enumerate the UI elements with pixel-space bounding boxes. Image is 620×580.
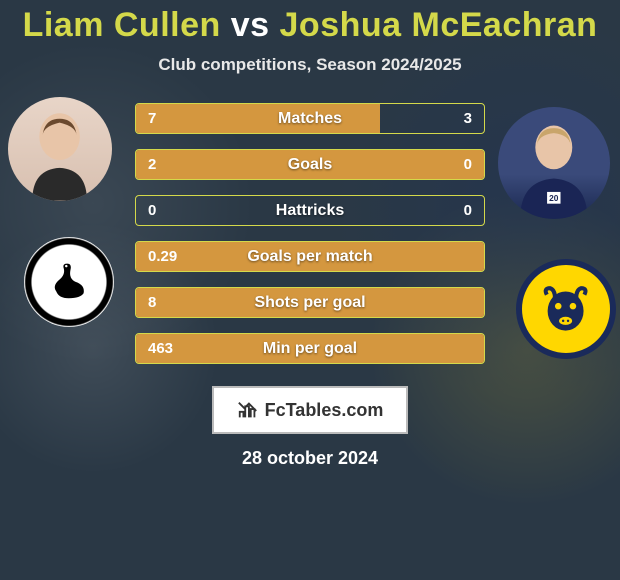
stat-right-value: 0 <box>464 202 472 219</box>
stat-bar: 2 Goals 0 <box>135 149 485 180</box>
stat-bar: 7 Matches 3 <box>135 103 485 134</box>
stat-bars: 7 Matches 3 2 Goals 0 0 Hattricks 0 0.29 Goals per… <box>135 103 485 364</box>
page-title: Liam Cullen vs Joshua McEachran <box>23 6 598 45</box>
stat-label: Hattricks <box>276 202 344 220</box>
stat-label: Shots per goal <box>254 294 365 312</box>
vs-text: vs <box>231 6 270 44</box>
stat-label: Min per goal <box>263 340 357 358</box>
stat-left-value: 7 <box>148 110 156 127</box>
stat-left-value: 463 <box>148 340 173 357</box>
stat-bar: 8 Shots per goal <box>135 287 485 318</box>
stat-bar: 0.29 Goals per match <box>135 241 485 272</box>
svg-text:20: 20 <box>549 193 559 203</box>
player1-club-logo <box>24 237 114 327</box>
stat-bar-fill <box>136 104 380 133</box>
stat-bar: 463 Min per goal <box>135 333 485 364</box>
subtitle: Club competitions, Season 2024/2025 <box>158 55 461 75</box>
player1-name: Liam Cullen <box>23 6 221 44</box>
stat-right-value: 3 <box>464 110 472 127</box>
person-icon <box>18 107 101 201</box>
brand-text: FcTables.com <box>265 400 384 421</box>
stat-left-value: 0.29 <box>148 248 177 265</box>
stat-bar: 0 Hattricks 0 <box>135 195 485 226</box>
swan-icon <box>44 257 94 307</box>
player1-avatar <box>8 97 112 201</box>
stat-left-value: 2 <box>148 156 156 173</box>
stat-label: Goals <box>288 156 332 174</box>
stat-left-value: 0 <box>148 202 156 219</box>
stat-right-value: 0 <box>464 156 472 173</box>
date-text: 28 october 2024 <box>242 448 378 469</box>
stats-area: 20 7 Matches 3 2 Goals 0 0 Hattricks 0 0.29 Goals … <box>0 103 620 364</box>
player2-avatar: 20 <box>498 107 610 219</box>
ox-icon <box>537 280 594 337</box>
chart-icon <box>237 399 259 421</box>
player2-name: Joshua McEachran <box>280 6 598 44</box>
infographic-container: Liam Cullen vs Joshua McEachran Club com… <box>0 0 620 580</box>
stat-label: Matches <box>278 110 342 128</box>
person-icon: 20 <box>509 118 599 219</box>
player2-club-logo <box>516 259 616 359</box>
stat-left-value: 8 <box>148 294 156 311</box>
stat-label: Goals per match <box>247 248 372 266</box>
brand-logo: FcTables.com <box>212 386 408 434</box>
